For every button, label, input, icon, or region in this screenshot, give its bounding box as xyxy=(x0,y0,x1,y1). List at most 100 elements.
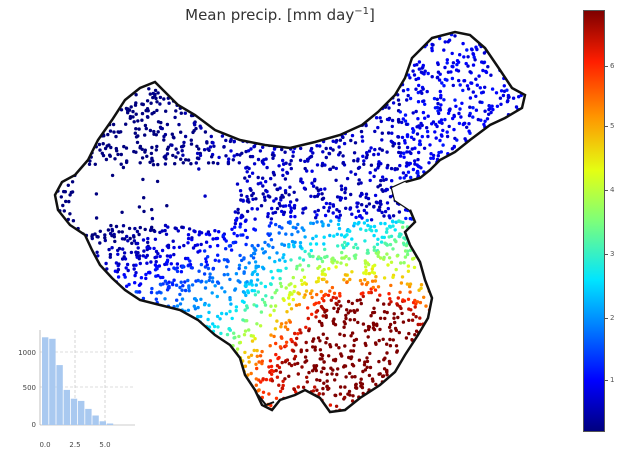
station-dot xyxy=(311,221,315,226)
station-dot xyxy=(111,40,116,44)
station-dot xyxy=(487,216,491,220)
station-dot xyxy=(459,256,463,260)
station-dot xyxy=(188,259,192,263)
station-dot xyxy=(55,104,56,109)
station-dot xyxy=(70,63,74,68)
station-dot xyxy=(242,410,246,412)
station-dot xyxy=(320,269,325,273)
station-dot xyxy=(434,411,439,412)
station-dot xyxy=(87,134,91,138)
station-dot xyxy=(76,122,81,126)
station-dot xyxy=(260,160,265,165)
station-dot xyxy=(131,109,135,114)
station-dot xyxy=(245,306,249,310)
station-dot xyxy=(458,295,462,299)
station-dot xyxy=(458,220,463,224)
station-dot xyxy=(123,80,127,85)
station-dot xyxy=(322,360,326,364)
station-dot xyxy=(129,355,134,359)
station-dot xyxy=(223,377,227,381)
station-dot xyxy=(119,152,124,157)
station-dot xyxy=(328,233,332,238)
station-dot xyxy=(85,405,90,409)
station-dot xyxy=(431,176,435,180)
station-dot xyxy=(203,194,207,198)
station-dot xyxy=(483,109,487,113)
station-dot xyxy=(519,387,523,392)
station-dot xyxy=(525,169,528,172)
station-dot xyxy=(204,35,208,39)
station-dot xyxy=(284,321,288,325)
station-dot xyxy=(245,32,249,34)
station-dot xyxy=(278,345,283,349)
station-dot xyxy=(518,411,522,412)
station-dot xyxy=(256,243,260,248)
station-dot xyxy=(57,233,61,237)
station-dot xyxy=(408,216,412,221)
station-dot xyxy=(455,271,460,275)
station-dot xyxy=(55,109,56,113)
station-dot xyxy=(173,32,178,34)
station-dot xyxy=(349,334,353,338)
station-dot xyxy=(512,124,516,128)
station-dot xyxy=(509,72,513,77)
station-dot xyxy=(481,61,486,65)
station-dot xyxy=(316,124,320,129)
station-dot xyxy=(195,385,200,390)
station-dot xyxy=(146,313,150,317)
station-dot xyxy=(454,174,459,178)
station-dot xyxy=(67,367,71,371)
station-dot xyxy=(189,335,193,339)
station-dot xyxy=(100,61,104,65)
station-dot xyxy=(465,208,470,212)
station-dot xyxy=(55,133,59,137)
station-dot xyxy=(482,292,486,296)
station-dot xyxy=(344,313,348,318)
station-dot xyxy=(435,266,439,271)
station-dot xyxy=(518,273,522,277)
station-dot xyxy=(286,220,291,225)
station-dot xyxy=(515,327,519,331)
station-dot xyxy=(160,248,165,253)
station-dot xyxy=(493,180,498,185)
station-dot xyxy=(159,283,163,287)
station-dot xyxy=(517,95,521,99)
station-dot xyxy=(167,267,171,272)
station-dot xyxy=(474,108,479,112)
station-dot xyxy=(70,69,74,73)
station-dot xyxy=(55,74,60,78)
station-dot xyxy=(521,337,525,342)
station-dot xyxy=(461,402,466,406)
station-dot xyxy=(483,392,487,397)
station-dot xyxy=(495,275,499,279)
station-dot xyxy=(374,103,378,107)
station-dot xyxy=(186,158,191,162)
station-dot xyxy=(461,319,466,323)
station-dot xyxy=(509,383,513,388)
station-dot xyxy=(470,366,475,370)
station-dot xyxy=(332,234,336,238)
station-dot xyxy=(428,143,432,147)
station-dot xyxy=(224,96,228,100)
station-dot xyxy=(308,404,312,409)
station-dot xyxy=(523,206,525,211)
station-dot xyxy=(385,310,389,315)
station-dot xyxy=(153,92,157,97)
station-dot xyxy=(282,298,286,302)
station-dot xyxy=(189,79,193,83)
station-dot xyxy=(486,243,490,247)
station-dot xyxy=(334,296,338,300)
station-dot xyxy=(382,276,387,280)
station-dot xyxy=(140,395,144,399)
station-dot xyxy=(305,117,309,122)
station-dot xyxy=(202,272,207,276)
station-dot xyxy=(483,224,487,228)
station-dot xyxy=(264,56,268,61)
station-dot xyxy=(148,308,152,312)
station-dot xyxy=(49,79,52,82)
station-dot xyxy=(72,125,77,129)
station-dot xyxy=(515,292,519,297)
station-dot xyxy=(283,127,287,131)
station-dot xyxy=(271,156,275,160)
station-dot xyxy=(247,360,251,364)
